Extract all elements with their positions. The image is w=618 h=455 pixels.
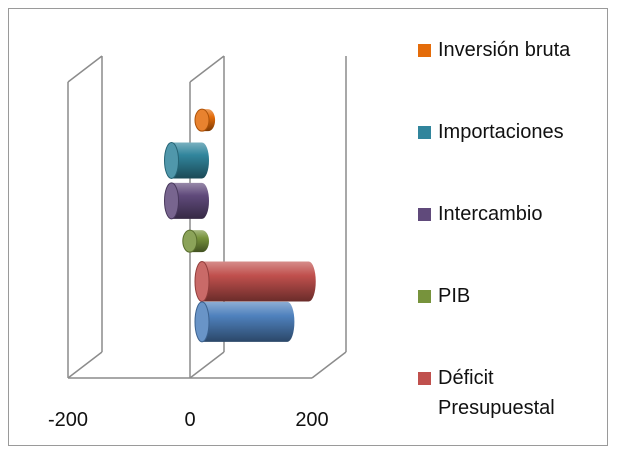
bar-body [171,182,209,219]
legend-item-importaciones: Importaciones [418,121,564,143]
legend-label: Inversión bruta [438,39,571,61]
bar-cap [182,229,198,253]
legend-label: Importaciones [438,121,564,143]
bar-body [202,261,316,302]
legend-swatch [418,44,431,57]
floor-line-2 [311,351,347,379]
tick-labels: -200 0 200 [48,409,329,431]
legend-label: Déficit [438,367,494,389]
bar-cap [194,108,210,132]
legend-label: Presupuestal [438,397,555,419]
legend-label: PIB [438,285,470,307]
x-tick-label: 200 [295,409,328,431]
bar-cap [164,142,179,179]
bar-pib [182,229,209,253]
legend-item-intercambio: Intercambio [418,203,543,225]
bar-body [171,142,209,179]
x-tick-label: -200 [48,409,88,431]
bar-cap [164,182,179,220]
bar-importaciones [164,142,209,179]
bar-inversion-bruta [194,108,216,132]
chart-border [8,8,608,446]
bar-intercambio [164,182,209,220]
legend: Inversión bruta Importaciones Intercambio P… [418,39,571,419]
legend-item-deficit-presupuestal: Déficit Presupuestal [418,367,555,419]
legend-item-pib: PIB [418,285,470,307]
bar-deficit-presupuestal [194,261,316,302]
bar-cap [194,301,210,343]
legend-swatch [418,290,431,303]
legend-label: Intercambio [438,203,543,225]
bar-series [194,301,295,343]
bar-cap [194,261,210,302]
bar-body [202,301,295,342]
floor-line-0 [67,351,103,379]
x-tick-label: 0 [184,409,195,431]
legend-swatch [418,126,431,139]
legend-swatch [418,372,431,385]
legend-swatch [418,208,431,221]
left-wall-top [67,55,103,83]
legend-item-inversion-bruta: Inversión bruta [418,39,571,61]
floor-line-1 [189,351,225,379]
bars-group [164,108,316,343]
zero-top-line [189,55,225,83]
